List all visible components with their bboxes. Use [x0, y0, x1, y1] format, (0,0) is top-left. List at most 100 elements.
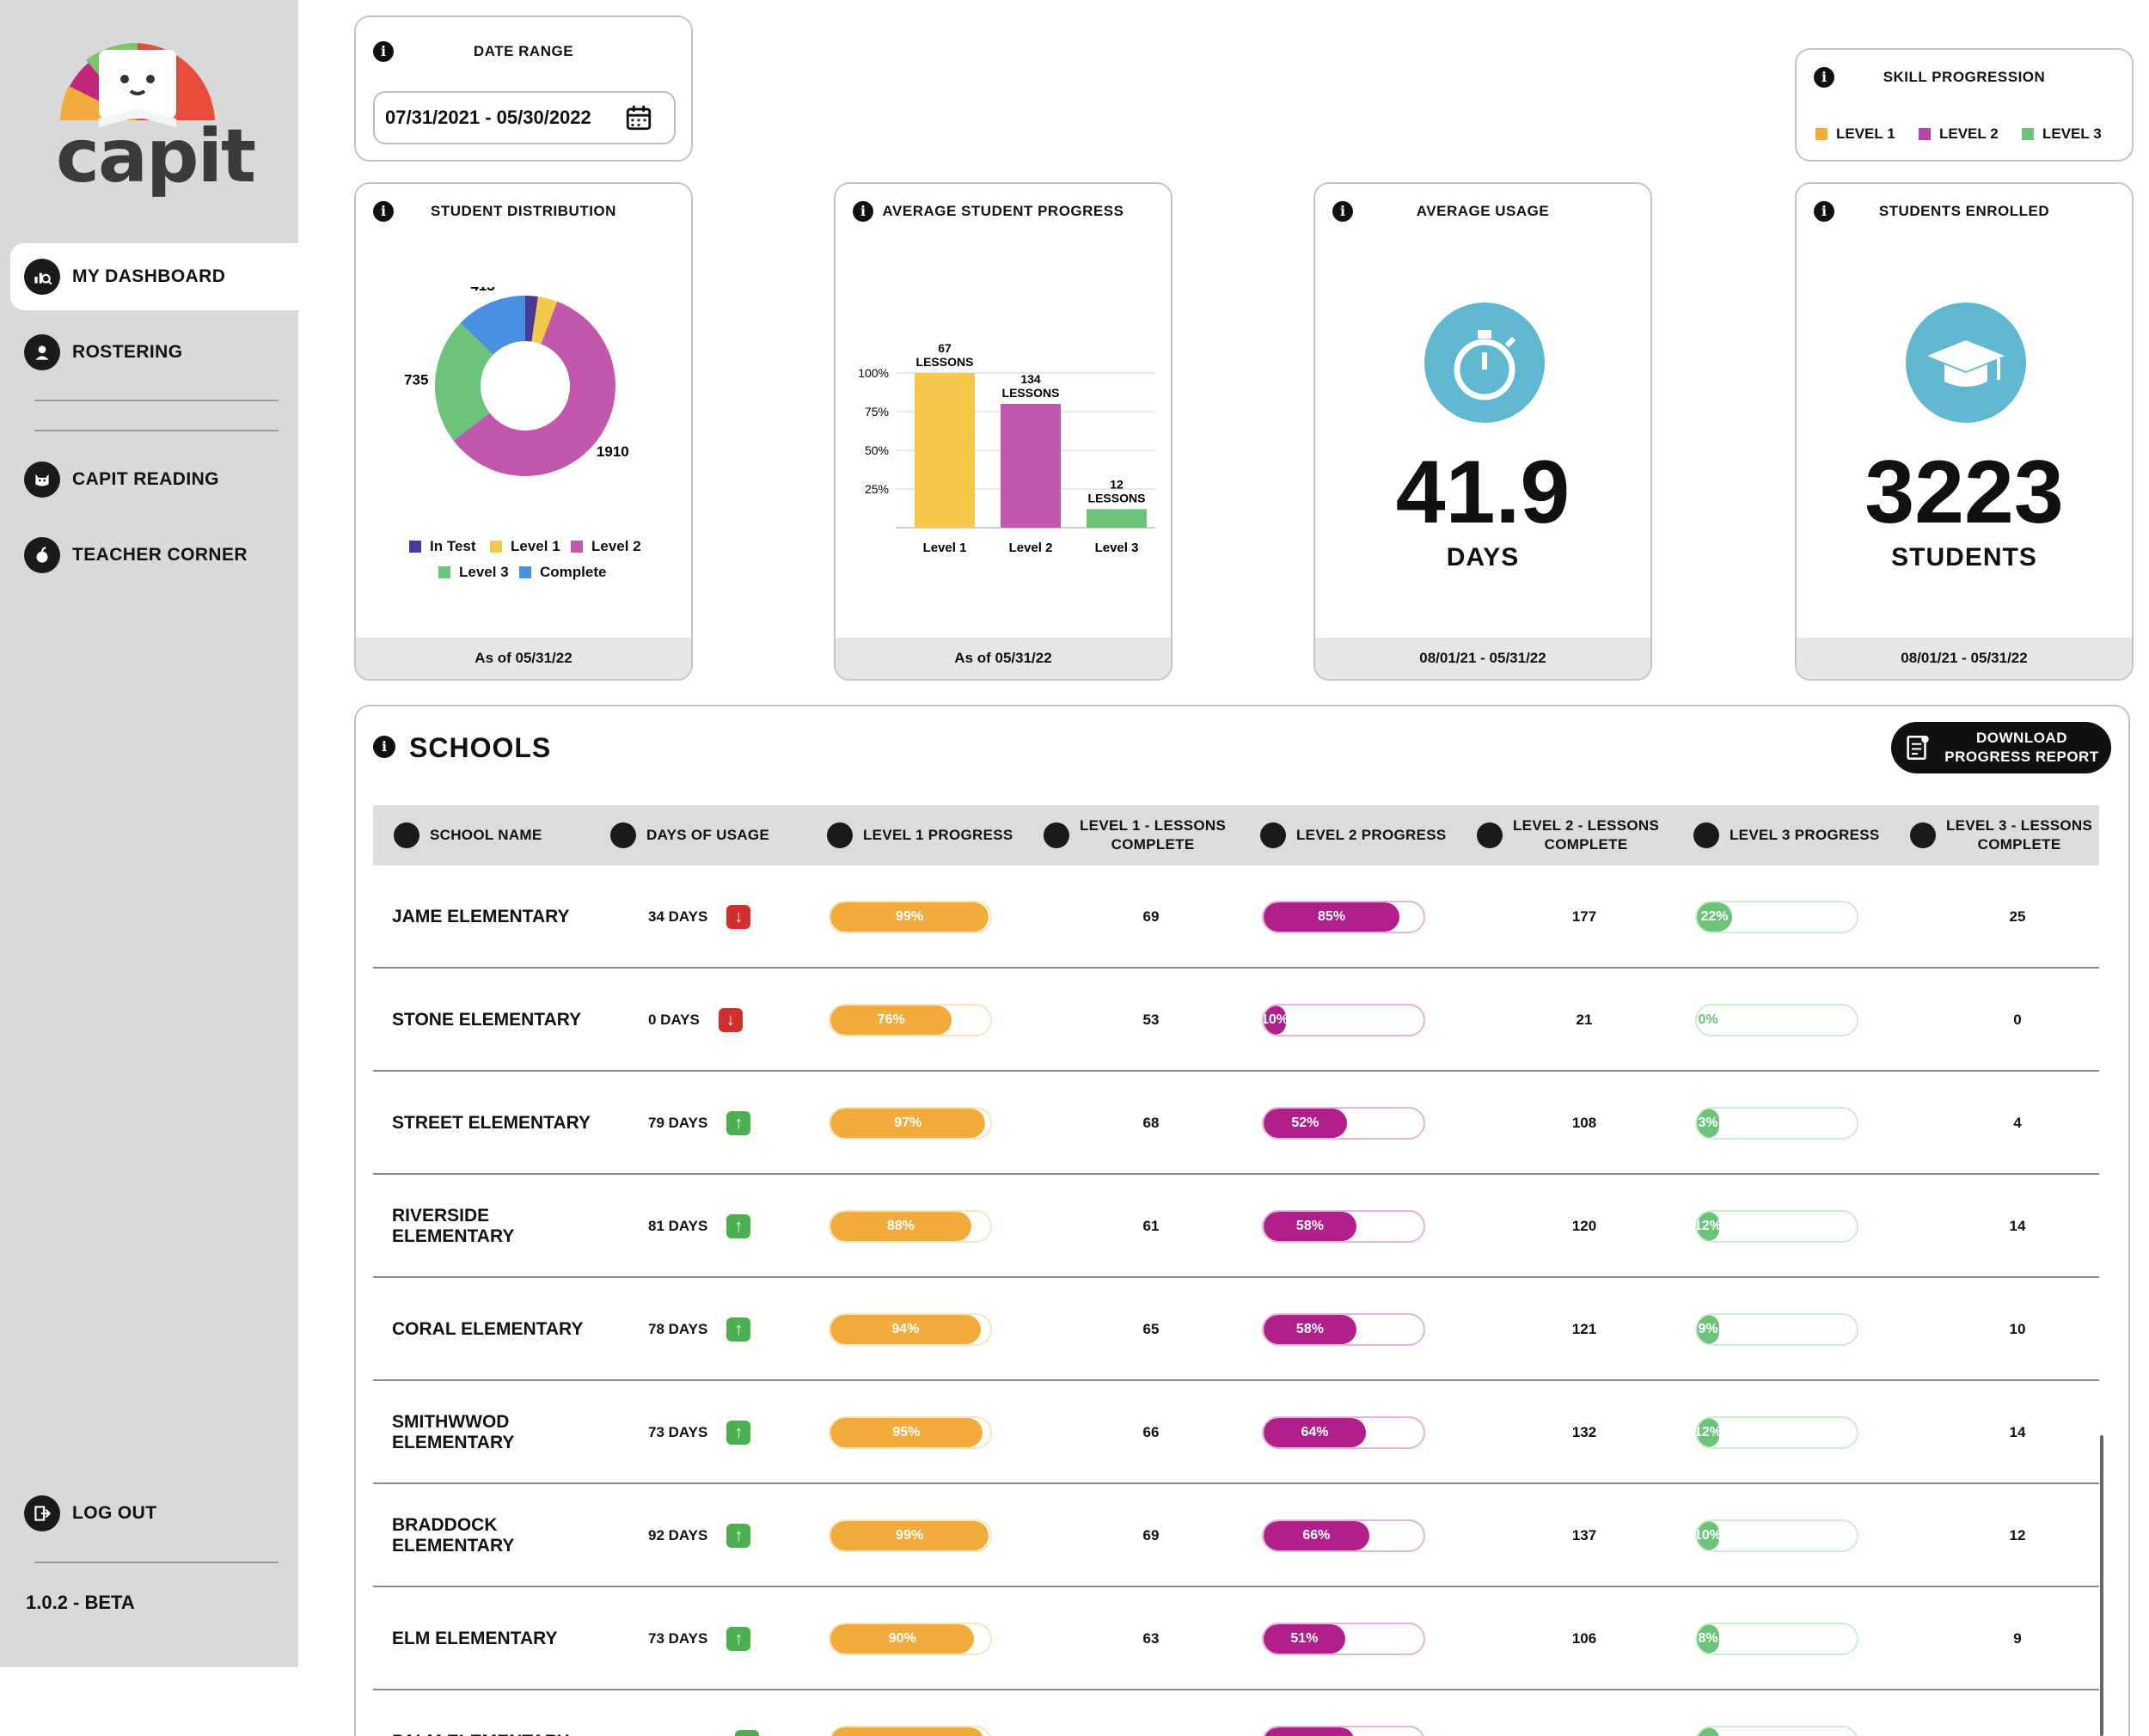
table-row[interactable]: STREET ELEMENTARY 79 DAYS ↑ 97% 68 52% 108 3% 4	[373, 1072, 2099, 1175]
card-footer: 08/01/21 - 05/31/22	[1797, 638, 2132, 679]
progress-bar: 58%	[1262, 1313, 1425, 1346]
table-row[interactable]: SMITHWWOD ELEMENTARY 73 DAYS ↑ 95% 66 64% 132 1…	[373, 1381, 2099, 1484]
trend-up-icon: ↑	[726, 1627, 751, 1651]
school-name[interactable]: SMITHWWOD ELEMENTARY	[392, 1412, 515, 1452]
sidebar-item-teacher-corner[interactable]: TEACHER CORNER	[10, 522, 298, 589]
header-level-2-lessons[interactable]: LEVEL 2 - LESSONS COMPLETE	[1477, 805, 1659, 865]
donut-slice-in-test[interactable]	[525, 296, 538, 342]
header-level-1-lessons[interactable]: LEVEL 1 - LESSONS COMPLETE	[1044, 805, 1226, 865]
trend-up-icon: ↑	[734, 1730, 759, 1736]
progress-bar: 52%	[1262, 1107, 1425, 1140]
sidebar-item-my-dashboard[interactable]: MY DASHBOARD	[10, 243, 298, 310]
y-tick-label: 50%	[865, 443, 889, 457]
info-icon[interactable]: i	[1814, 201, 1834, 222]
card-title: AVERAGE STUDENT PROGRESS	[882, 203, 1124, 219]
table-row[interactable]: ELM ELEMENTARY 73 DAYS ↑ 90% 63 51% 106 8% 9	[373, 1587, 2099, 1690]
header-days-of-usage[interactable]: DAYS OF USAGE	[610, 805, 769, 865]
level-2-progress: 52%	[1262, 1072, 1425, 1175]
info-icon[interactable]: i	[1814, 67, 1834, 88]
info-icon[interactable]: i	[373, 41, 394, 62]
level-1-lessons: 68	[1142, 1115, 1160, 1131]
capit-logo[interactable]	[52, 26, 223, 215]
school-name[interactable]: ELM ELEMENTARY	[392, 1629, 558, 1648]
info-icon[interactable]: i	[373, 736, 395, 758]
table-row[interactable]: CORAL ELEMENTARY 78 DAYS ↑ 94% 65 58% 121 9% 10	[373, 1278, 2099, 1381]
header-level-3-lessons[interactable]: LEVEL 3 - LESSONS COMPLETE	[1910, 805, 2092, 865]
donut-slice-level-2[interactable]	[453, 301, 615, 476]
school-name[interactable]: STREET ELEMENTARY	[392, 1113, 591, 1133]
trend-up-icon: ↑	[726, 1317, 751, 1342]
header-level-3-progress[interactable]: LEVEL 3 PROGRESS	[1693, 805, 1880, 865]
school-name[interactable]: RIVERSIDE ELEMENTARY	[392, 1206, 515, 1246]
info-icon[interactable]: i	[373, 201, 394, 222]
school-name[interactable]: JAME ELEMENTARY	[392, 907, 570, 926]
progress-bar-fill: 6%	[1697, 1727, 1720, 1736]
x-tick-label: Level 2	[1009, 541, 1053, 555]
table-row[interactable]: RIVERSIDE ELEMENTARY 81 DAYS ↑ 88% 61 58% 120 1…	[373, 1175, 2099, 1278]
table-row[interactable]: STONE ELEMENTARY 0 DAYS ↓ 76% 53 10% 21 0% 0	[373, 969, 2099, 1072]
students-enrolled-unit: STUDENTS	[1891, 543, 2037, 572]
table-row[interactable]: BRADDOCK ELEMENTARY 92 DAYS ↑ 99% 69 66% 137 10…	[373, 1484, 2099, 1587]
cat-icon	[1910, 822, 1936, 848]
graduation-cap-icon	[394, 822, 419, 848]
x-tick-label: Level 3	[1095, 541, 1139, 555]
level-2-progress: 85%	[1262, 865, 1425, 969]
school-name[interactable]: BRADDOCK ELEMENTARY	[392, 1515, 515, 1556]
school-name[interactable]: CORAL ELEMENTARY	[392, 1319, 584, 1339]
bar-data-label: LESSONS	[1002, 386, 1060, 400]
legend-level-2: LEVEL 2	[1919, 125, 1999, 143]
calendar-icon[interactable]	[624, 103, 653, 132]
sidebar-item-capit-reading[interactable]: CAPIT READING	[10, 446, 298, 513]
card-title: STUDENT DISTRIBUTION	[431, 203, 616, 219]
date-range-input[interactable]: 07/31/2021 - 05/30/2022	[373, 91, 676, 144]
logout-button[interactable]: LOG OUT	[10, 1480, 298, 1547]
table-scrollbar[interactable]	[2100, 1435, 2103, 1736]
bar-data-label: 67	[938, 341, 952, 355]
average-progress-card: i AVERAGE STUDENT PROGRESS 100% 75% 50% 25%…	[834, 182, 1172, 681]
school-name[interactable]: PALM ELEMENTARY	[392, 1690, 615, 1736]
sidebar-item-label: CAPIT READING	[72, 469, 219, 489]
level-1-progress: 99%	[829, 865, 992, 969]
progress-bar: 3%	[1695, 1107, 1858, 1140]
info-icon[interactable]: i	[1332, 201, 1353, 222]
card-footer: 08/01/21 - 05/31/22	[1315, 638, 1650, 679]
logout-icon	[24, 1495, 60, 1531]
info-icon[interactable]: i	[853, 201, 873, 222]
donut-slice-level-3[interactable]	[435, 322, 493, 441]
download-progress-report-button[interactable]: DOWNLOAD PROGRESS REPORT	[1891, 722, 2111, 773]
progress-bar-fill: 57%	[1264, 1727, 1356, 1736]
level-3-progress: 3%	[1695, 1072, 1858, 1175]
days-of-usage: 73 DAYS ↑	[648, 1381, 820, 1484]
progress-icon	[1260, 822, 1286, 848]
donut-slice-level-1[interactable]	[531, 296, 558, 345]
table-row[interactable]: PALM ELEMENTARY100 DAYS↑96%6757%1196%7	[373, 1690, 2099, 1736]
level-2-lessons: 108	[1571, 1115, 1597, 1131]
header-level-1-progress[interactable]: LEVEL 1 PROGRESS	[827, 805, 1013, 865]
donut-slice-complete[interactable]	[460, 296, 525, 355]
download-label: DOWNLOAD	[1976, 730, 2067, 746]
level-2-progress: 64%	[1262, 1381, 1425, 1484]
sidebar: capit MY DASHBOARD ROSTERING CAPIT READI…	[0, 0, 298, 1667]
header-level-2-progress[interactable]: LEVEL 2 PROGRESS	[1260, 805, 1447, 865]
progress-icon	[1693, 822, 1719, 848]
header-school-name[interactable]: SCHOOL NAME	[394, 805, 542, 865]
students-enrolled-card: i STUDENTS ENROLLED 3223 STUDENTS 08/01/…	[1795, 182, 2134, 681]
card-title: AVERAGE USAGE	[1416, 203, 1550, 219]
sidebar-item-rostering[interactable]: ROSTERING	[10, 319, 298, 386]
table-row[interactable]: JAME ELEMENTARY 34 DAYS ↓ 99% 69 85% 177 22% 25	[373, 865, 2099, 969]
trend-up-icon: ↑	[726, 1421, 751, 1445]
level-3-lessons: 7	[1910, 1690, 2125, 1736]
skill-progression-card: i SKILL PROGRESSION LEVEL 1 LEVEL 2 LEVE…	[1795, 48, 2134, 162]
progress-bar-fill: 90%	[830, 1624, 975, 1653]
progress-bar: 8%	[1695, 1623, 1858, 1655]
level-1-lessons: 66	[1142, 1424, 1160, 1440]
x-tick-label: Level 1	[923, 541, 967, 555]
card-footer: As of 05/31/22	[356, 638, 691, 679]
progress-bar: 57%	[1262, 1726, 1425, 1736]
progress-bar: 76%	[829, 1004, 992, 1036]
school-name[interactable]: STONE ELEMENTARY	[392, 1010, 582, 1030]
level-1-progress: 76%	[829, 969, 992, 1072]
days-of-usage: 100 DAYS↑	[648, 1690, 820, 1736]
card-footer: As of 05/31/22	[836, 638, 1171, 679]
level-3-progress: 12%	[1695, 1381, 1858, 1484]
